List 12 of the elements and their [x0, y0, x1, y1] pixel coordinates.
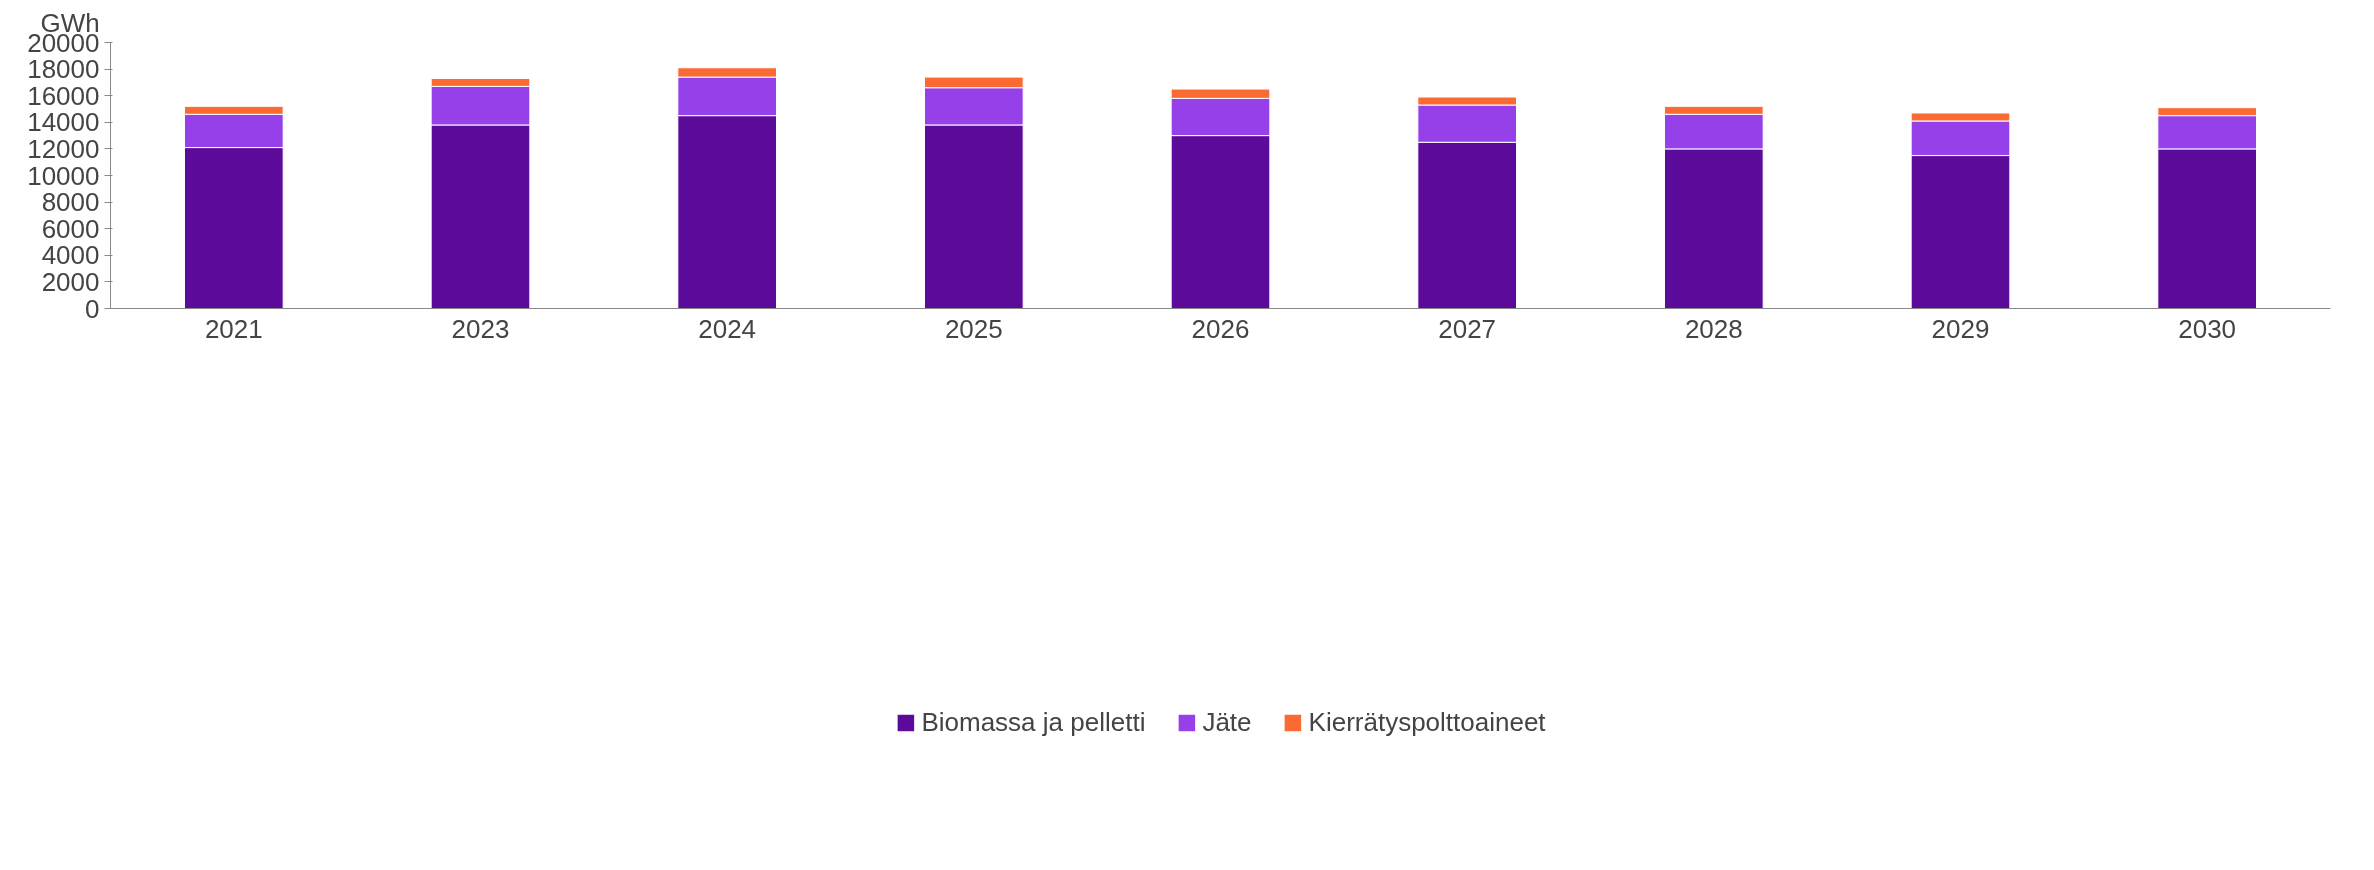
- legend-label: Biomassa ja pelletti: [921, 706, 1146, 738]
- x-tick-label: 2021: [204, 313, 263, 344]
- legend-label: Jäte: [1202, 706, 1252, 738]
- x-tick-label: 2026: [1191, 313, 1250, 344]
- x-tick-label: 2023: [451, 313, 510, 344]
- x-tick-label: 2029: [1931, 313, 1990, 344]
- x-tick-label: 2025: [944, 313, 1003, 344]
- x-tick-label: 2027: [1438, 313, 1497, 344]
- x-tick-label: 2030: [2178, 313, 2237, 344]
- x-tick-label: 2024: [698, 313, 757, 344]
- legend-label: Kierrätyspolttoaineet: [1308, 706, 1546, 738]
- x-tick-label: 2028: [1684, 313, 1743, 344]
